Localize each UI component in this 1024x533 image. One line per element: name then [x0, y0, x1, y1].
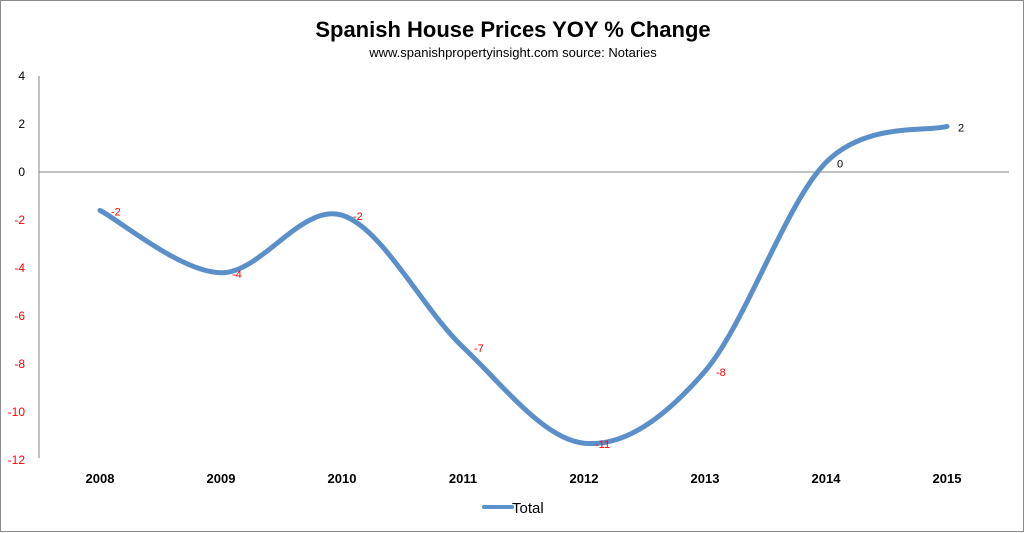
data-point: [582, 441, 587, 446]
x-tick-label: 2014: [812, 471, 842, 486]
data-label: -2: [353, 211, 363, 223]
y-axis-ticks: 4 2 0 -2 -4 -6 -8 -10 -12: [8, 69, 26, 467]
y-tick-label: 0: [18, 165, 25, 179]
y-tick-label: -12: [8, 453, 26, 467]
data-labels: -2 -4 -2 -7 -11 -8 0 2: [111, 122, 964, 451]
x-tick-label: 2015: [933, 471, 962, 486]
data-point: [824, 160, 829, 165]
x-tick-label: 2012: [570, 471, 599, 486]
y-tick-label: -10: [8, 405, 26, 419]
x-tick-label: 2009: [207, 471, 236, 486]
y-tick-label: -8: [14, 357, 25, 371]
series-layer: [97, 123, 950, 447]
chart-title: Spanish House Prices YOY % Change: [315, 17, 710, 42]
y-tick-label: -6: [14, 309, 25, 323]
data-label: -11: [595, 439, 610, 451]
y-tick-label: 2: [18, 117, 25, 131]
chart-subtitle: www.spanishpropertyinsight.com source: N…: [368, 45, 657, 60]
data-label: -2: [111, 206, 121, 218]
legend-label-total: Total: [512, 500, 544, 517]
x-tick-label: 2013: [691, 471, 720, 486]
data-point: [219, 270, 224, 275]
data-point: [340, 213, 345, 218]
y-tick-label: -4: [14, 261, 25, 275]
data-label: 0: [837, 158, 843, 170]
data-point: [703, 369, 708, 374]
series-line-total: [97, 123, 950, 447]
data-label: 2: [958, 122, 964, 134]
data-point: [98, 208, 103, 213]
x-tick-label: 2008: [86, 471, 115, 486]
data-label: -4: [232, 269, 242, 281]
x-axis-ticks: 2008 2009 2010 2011 2012 2013 2014 2015: [86, 471, 962, 486]
data-point: [461, 345, 466, 350]
data-label: -8: [716, 367, 726, 379]
legend: Total: [482, 500, 544, 517]
y-tick-label: 4: [18, 69, 25, 83]
x-tick-label: 2011: [449, 471, 477, 486]
y-tick-label: -2: [14, 213, 25, 227]
data-point: [945, 124, 950, 129]
x-tick-label: 2010: [328, 471, 357, 486]
data-label: -7: [474, 343, 484, 355]
